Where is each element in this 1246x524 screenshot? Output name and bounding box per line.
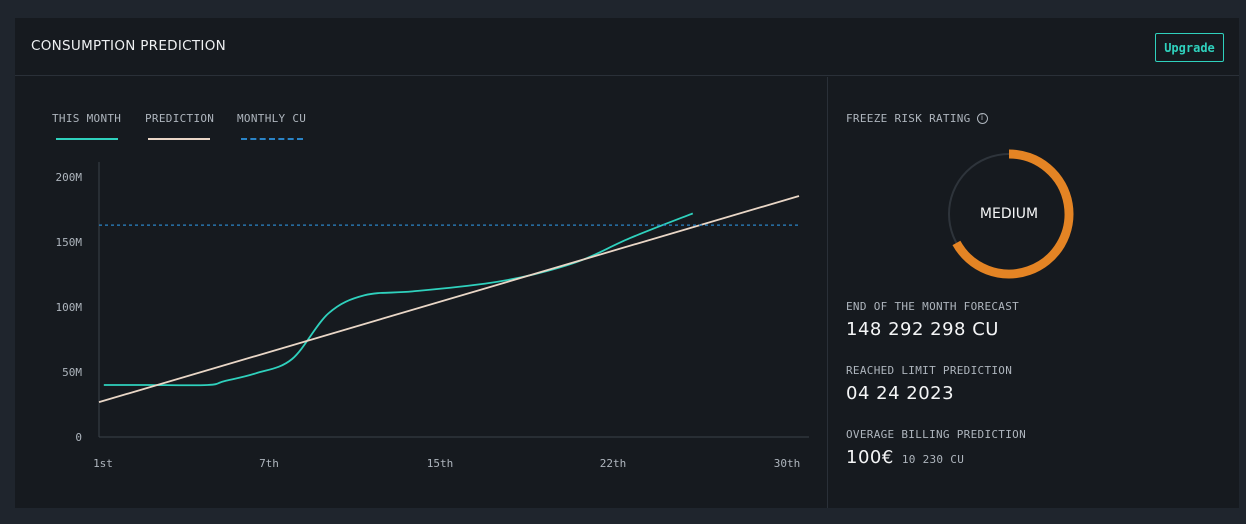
x-tick-label: 1st (93, 457, 113, 470)
freeze-risk-gauge (948, 149, 1074, 279)
legend-swatch-prediction (148, 138, 210, 140)
forecast-label: END OF THE MONTH FORECAST (846, 300, 1020, 313)
y-tick-label: 150M (56, 236, 83, 249)
y-tick-label: 100M (56, 301, 83, 314)
consumption-chart: 0 50M 100M 150M 200M 1st 7th 15th 22th 30th (56, 162, 809, 470)
freeze-risk-header: FREEZE RISK RATING (846, 112, 988, 125)
upgrade-button[interactable]: Upgrade (1155, 33, 1224, 62)
y-tick-label: 200M (56, 171, 83, 184)
limit-value: 04 24 2023 (846, 383, 955, 404)
overage-row: 100€ 10 230 CU (846, 447, 964, 468)
series-line-this-month (103, 212, 694, 387)
legend-label-prediction: PREDICTION (145, 112, 215, 125)
prediction-panel: FREEZE RISK RATING MEDIUM END OF THE MON… (828, 77, 1239, 508)
overage-label: OVERAGE BILLING PREDICTION (846, 428, 1026, 441)
legend-label-monthly-cu: MONTHLY CU (237, 112, 307, 125)
gauge-fill (952, 149, 1074, 279)
info-icon[interactable] (976, 113, 988, 124)
x-tick-label: 22th (600, 457, 627, 470)
consumption-prediction-card: CONSUMPTION PREDICTION Upgrade THIS MONT… (15, 18, 1239, 508)
panel-divider (827, 77, 828, 508)
freeze-risk-label: FREEZE RISK RATING (846, 112, 971, 125)
y-tick-label: 0 (75, 431, 82, 444)
card-header: CONSUMPTION PREDICTION Upgrade (15, 18, 1239, 76)
overage-sub-value: 10 230 CU (901, 453, 965, 466)
legend-swatch-monthly-cu (241, 138, 303, 140)
x-tick-label: 30th (774, 457, 801, 470)
card-title: CONSUMPTION PREDICTION (31, 38, 227, 54)
x-tick-label: 7th (259, 457, 279, 470)
legend-swatch-this-month (56, 138, 118, 140)
legend-label-this-month: THIS MONTH (52, 112, 122, 125)
series-line-prediction (98, 195, 800, 404)
freeze-risk-value: MEDIUM (979, 206, 1039, 222)
chart-panel: THIS MONTH PREDICTION MONTHLY CU 0 50M 100… (15, 77, 827, 508)
forecast-value: 148 292 298 CU (846, 319, 999, 340)
overage-value: 100€ (846, 447, 894, 468)
x-tick-label: 15th (427, 457, 454, 470)
y-tick-label: 50M (62, 366, 82, 379)
limit-label: REACHED LIMIT PREDICTION (846, 364, 1013, 377)
